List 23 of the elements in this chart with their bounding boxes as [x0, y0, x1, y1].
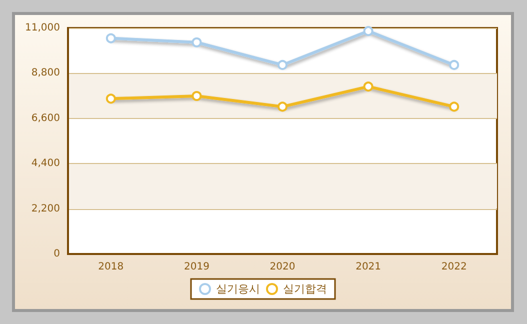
legend-label: 실기응시	[216, 282, 260, 296]
point	[449, 102, 460, 112]
point	[106, 94, 116, 104]
y-tick-label: 0	[54, 248, 60, 260]
x-tick-label: 2018	[98, 262, 124, 272]
point	[449, 60, 460, 70]
point	[192, 37, 202, 48]
y-tick-label: 11,000	[25, 22, 60, 34]
x-tick-label: 2020	[270, 262, 296, 272]
point	[192, 91, 202, 102]
point	[363, 82, 374, 92]
y-tick-label: 6,600	[31, 112, 60, 124]
legend-label: 실기합격	[283, 282, 327, 296]
x-tick-label: 2021	[356, 262, 382, 272]
x-tick-label: 2019	[184, 262, 210, 272]
y-tick-label: 2,200	[31, 203, 60, 214]
x-tick-label: 2022	[441, 262, 467, 272]
point	[363, 26, 374, 36]
point	[278, 60, 288, 70]
y-tick-label: 8,800	[31, 68, 60, 79]
y-tick-label: 4,400	[31, 158, 60, 170]
point	[106, 33, 116, 44]
point	[278, 102, 288, 112]
